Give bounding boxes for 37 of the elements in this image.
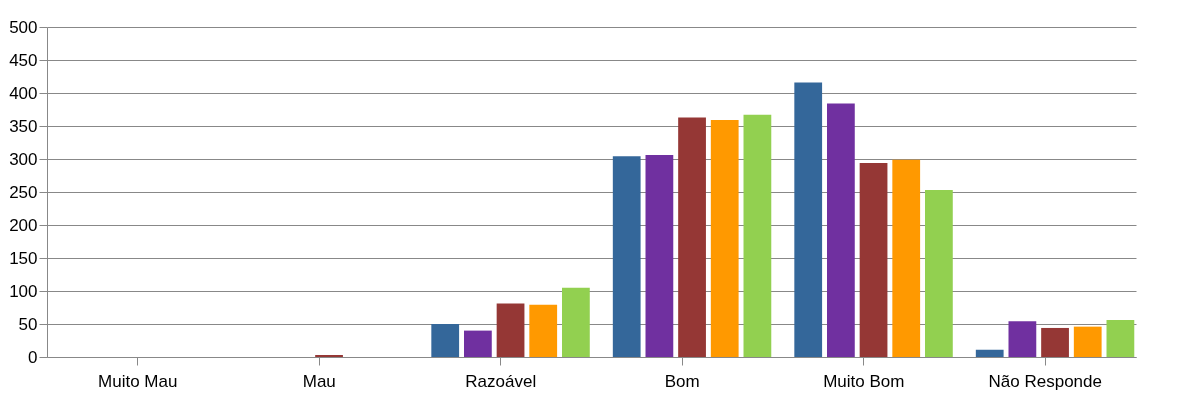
bar	[612, 156, 641, 357]
y-tick-label: 300	[9, 149, 38, 169]
bar	[431, 324, 460, 357]
bar	[496, 303, 525, 357]
bar	[1008, 321, 1037, 357]
x-tick-label: Mau	[302, 371, 336, 391]
bar	[464, 330, 492, 357]
y-tick-label: 250	[9, 182, 38, 202]
bar	[794, 82, 823, 357]
y-tick-label: 450	[9, 50, 38, 70]
bar	[827, 103, 855, 357]
bar	[859, 162, 888, 357]
bar	[1106, 320, 1135, 357]
y-tick-label: 100	[9, 281, 38, 301]
bar	[925, 190, 953, 357]
bar	[975, 349, 1004, 357]
x-tick-label: Bom	[664, 371, 700, 391]
y-tick-label: 350	[9, 116, 38, 136]
x-tick-label: Muito Bom	[823, 371, 905, 391]
bar	[645, 155, 674, 357]
x-tick-label: Não Responde	[988, 371, 1102, 391]
bar	[892, 159, 921, 357]
bar	[562, 287, 590, 357]
bar	[1073, 326, 1102, 357]
bar	[710, 120, 739, 357]
bar	[678, 117, 706, 357]
bar	[529, 304, 558, 357]
y-tick-label: 150	[9, 248, 38, 268]
y-tick-label: 50	[18, 314, 38, 334]
y-tick-label: 400	[9, 83, 38, 103]
y-tick-label: 200	[9, 215, 38, 235]
bar	[1041, 327, 1069, 357]
y-tick-label: 500	[9, 17, 38, 37]
bar	[743, 114, 772, 357]
y-tick-label: 0	[28, 347, 38, 367]
x-tick-label: Razoável	[465, 371, 537, 391]
x-tick-label: Muito Mau	[98, 371, 178, 391]
